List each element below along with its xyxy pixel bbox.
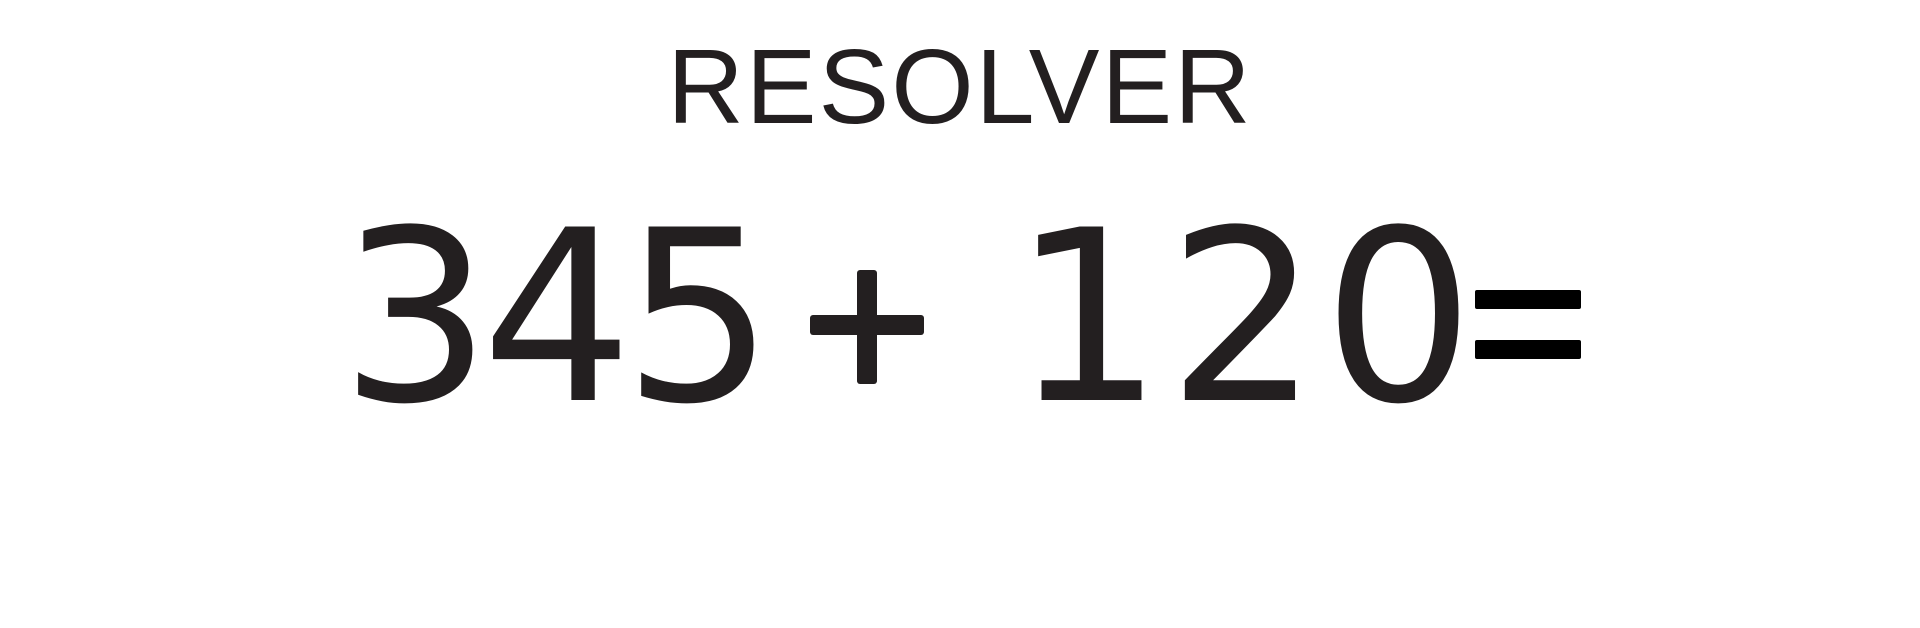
- plus-sign-vertical: [857, 270, 877, 384]
- operand-b: 120: [1012, 180, 1479, 457]
- equals-sign-bottom-bar: [1475, 340, 1581, 359]
- equals-sign-top-bar: [1475, 290, 1581, 309]
- operand-a: 345: [340, 180, 774, 457]
- plus-sign: [810, 270, 924, 384]
- equation: 345 120: [0, 200, 1920, 438]
- equals-sign: [1475, 290, 1581, 362]
- page-title: RESOLVER: [667, 28, 1253, 146]
